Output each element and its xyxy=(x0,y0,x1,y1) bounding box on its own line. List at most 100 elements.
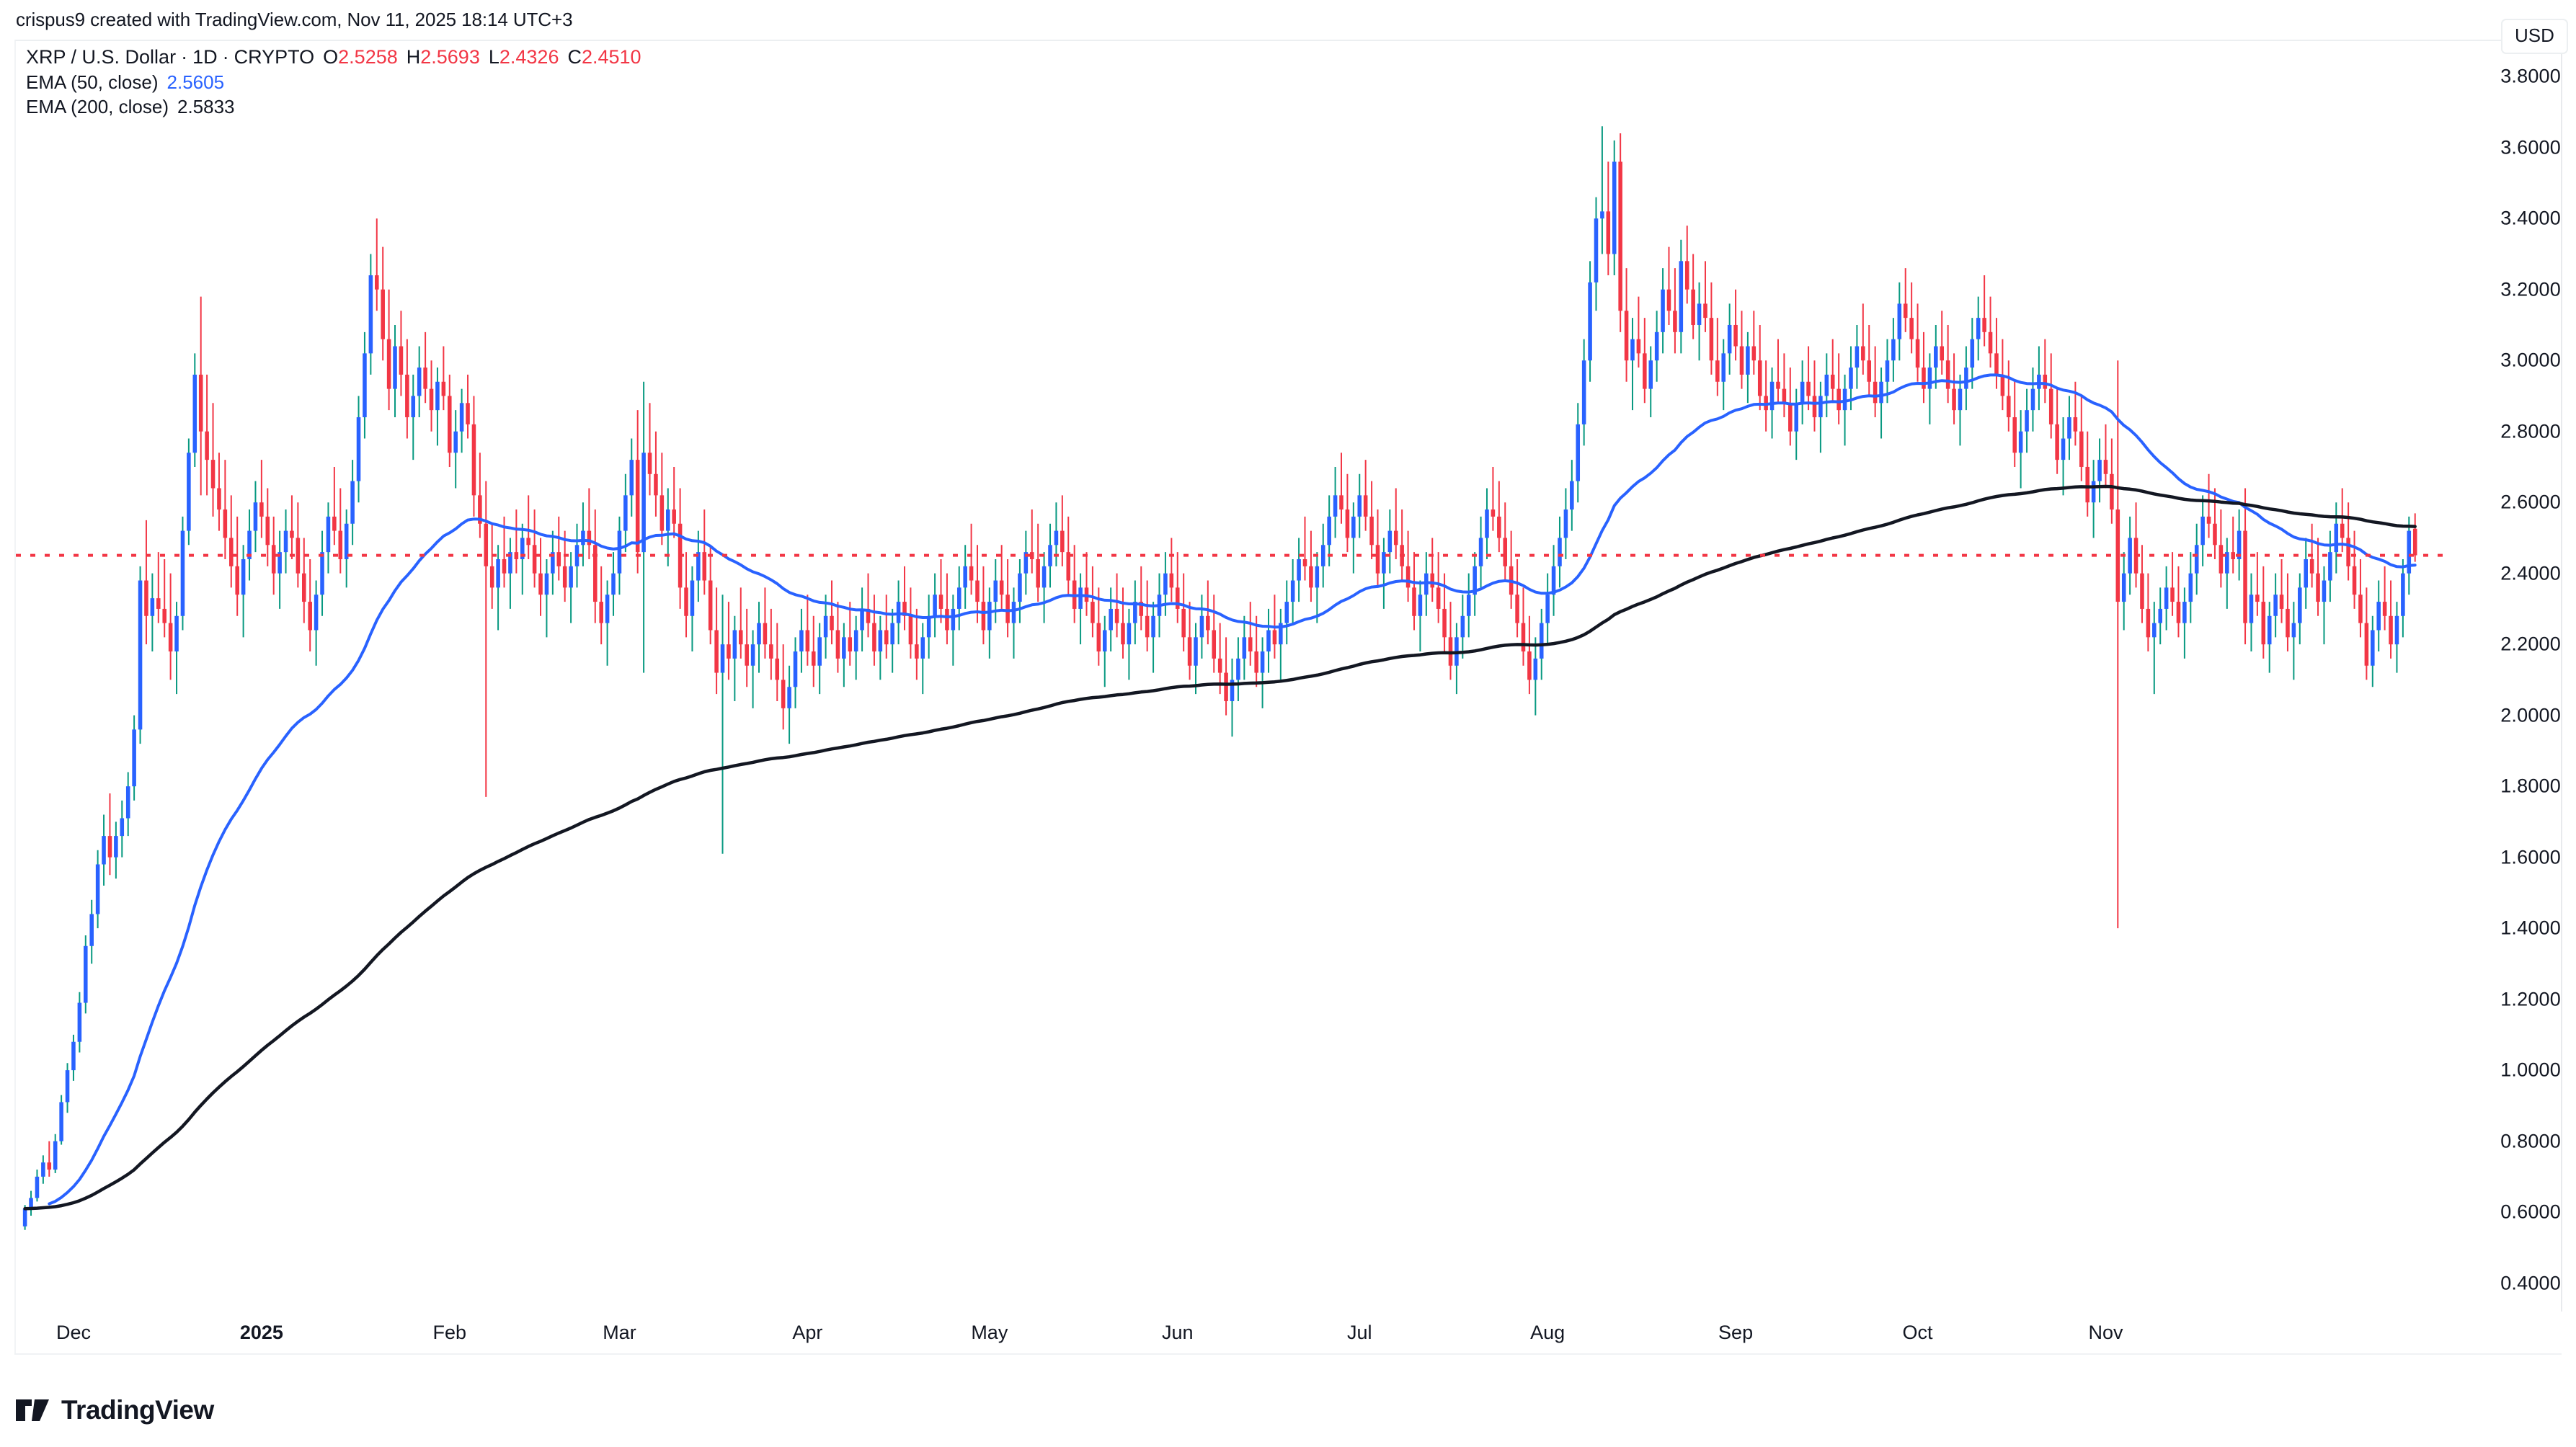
candle-body xyxy=(2140,573,2144,609)
candle-body xyxy=(484,523,489,566)
candle-body xyxy=(1139,602,1144,616)
chart-legend: XRP / U.S. Dollar · 1D · CRYPTO O2.5258 H2.569… xyxy=(26,48,641,122)
symbol-dot-1: · xyxy=(181,46,188,68)
time-axis[interactable]: Dec 2025 Feb Mar Apr May Jun Jul Aug Sep Oct Nov xyxy=(14,1312,2562,1355)
candle-body xyxy=(1181,608,1186,638)
candle-body xyxy=(1757,360,1762,396)
candle-body xyxy=(2091,481,2096,503)
price-axis[interactable]: 3.8000 3.6000 3.4000 3.2000 3.0000 2.8000 2.60… xyxy=(2448,41,2576,1312)
candle-body xyxy=(1945,360,1950,389)
candle-body xyxy=(2007,396,2011,418)
open-label: O xyxy=(323,46,339,68)
currency-badge[interactable]: USD xyxy=(2501,19,2568,54)
symbol-name[interactable]: XRP / U.S. Dollar xyxy=(26,46,177,68)
candle-body xyxy=(1885,360,1890,382)
candle-body xyxy=(1351,516,1356,538)
candle-body xyxy=(290,530,294,538)
price-tick-1: 3.6000 xyxy=(2500,136,2561,159)
legend-ema50-row[interactable]: EMA (50, close) 2.5605 xyxy=(26,73,641,92)
time-tick-oct: Oct xyxy=(1902,1322,1933,1343)
candle-body xyxy=(1145,615,1150,638)
candle-body xyxy=(107,836,112,858)
candle-body xyxy=(556,552,561,566)
candle-body xyxy=(386,339,391,389)
candle-body xyxy=(1558,538,1562,566)
candle-body xyxy=(2176,602,2181,623)
candle-body xyxy=(720,644,725,673)
candle-body xyxy=(1849,368,1853,389)
candle-body xyxy=(1624,311,1629,361)
candle-body xyxy=(1691,289,1695,325)
candle-body xyxy=(2273,595,2278,616)
time-tick-nov: Nov xyxy=(2088,1322,2123,1343)
candle-body xyxy=(466,403,470,424)
candle-body xyxy=(1618,161,1622,311)
chart-plot-area[interactable] xyxy=(16,41,2448,1312)
candle-body xyxy=(878,630,883,652)
candle-body xyxy=(1272,630,1277,645)
candle-body xyxy=(926,615,931,638)
candle-body xyxy=(1005,595,1010,623)
candle-body xyxy=(2000,374,2005,396)
candle-body xyxy=(229,538,234,566)
candle-body xyxy=(102,836,106,865)
candle-body xyxy=(29,1198,33,1209)
candle-body xyxy=(65,1070,70,1103)
interval-label[interactable]: 1D xyxy=(192,46,218,68)
candle-body xyxy=(1666,289,1671,311)
candle-body xyxy=(1121,623,1125,645)
candle-body xyxy=(569,566,573,588)
tradingview-footer-logo[interactable]: TradingView xyxy=(16,1397,214,1423)
candle-body xyxy=(375,275,379,290)
candle-body xyxy=(1897,303,1902,339)
candle-body xyxy=(1751,346,1756,361)
candle-body xyxy=(2110,473,2114,510)
candle-body xyxy=(1533,658,1538,680)
candle-body xyxy=(399,346,404,375)
candle-body xyxy=(125,786,130,819)
candle-body xyxy=(872,623,876,652)
candle-body xyxy=(1818,396,1823,418)
candle-body xyxy=(381,289,385,339)
candle-body xyxy=(1036,558,1040,588)
candle-body xyxy=(1806,381,1811,396)
candle-body xyxy=(732,630,737,659)
candle-body xyxy=(848,637,853,652)
candle-body xyxy=(217,488,221,510)
time-tick-aug: Aug xyxy=(1530,1322,1565,1343)
candle-body xyxy=(1266,630,1271,652)
candle-body xyxy=(769,644,773,659)
candle-body xyxy=(1824,374,1829,396)
candle-body xyxy=(1412,587,1416,616)
candle-body xyxy=(587,530,592,546)
candle-body xyxy=(544,573,549,595)
candle-body xyxy=(2322,580,2327,602)
close-value: 2.4510 xyxy=(581,46,641,68)
price-tick-9: 2.0000 xyxy=(2500,704,2561,726)
candle-body xyxy=(22,1208,27,1226)
legend-symbol-row[interactable]: XRP / U.S. Dollar · 1D · CRYPTO O2.5258 H2.569… xyxy=(26,48,641,67)
candle-body xyxy=(2225,552,2229,574)
candle-body xyxy=(920,637,925,659)
time-tick-jul: Jul xyxy=(1346,1322,1372,1343)
candle-body xyxy=(853,630,858,652)
time-tick-2025: 2025 xyxy=(239,1322,283,1343)
candle-body xyxy=(1982,318,1986,332)
candle-body xyxy=(453,431,458,453)
legend-ema200-row[interactable]: EMA (200, close) 2.5833 xyxy=(26,97,641,116)
candle-body xyxy=(551,552,555,574)
candle-body xyxy=(2394,615,2399,645)
candle-body xyxy=(1011,602,1016,623)
candle-body xyxy=(1279,623,1283,645)
candle-body xyxy=(708,580,713,631)
candle-body xyxy=(187,453,191,531)
candle-body xyxy=(1497,516,1501,538)
candle-body xyxy=(2219,545,2224,574)
candle-body xyxy=(2407,530,2412,574)
candle-body xyxy=(750,644,755,666)
candle-body xyxy=(690,580,695,616)
candle-body xyxy=(1066,552,1071,581)
candle-body xyxy=(1060,530,1065,553)
candle-body xyxy=(1315,566,1320,588)
candle-body xyxy=(1836,388,1841,411)
